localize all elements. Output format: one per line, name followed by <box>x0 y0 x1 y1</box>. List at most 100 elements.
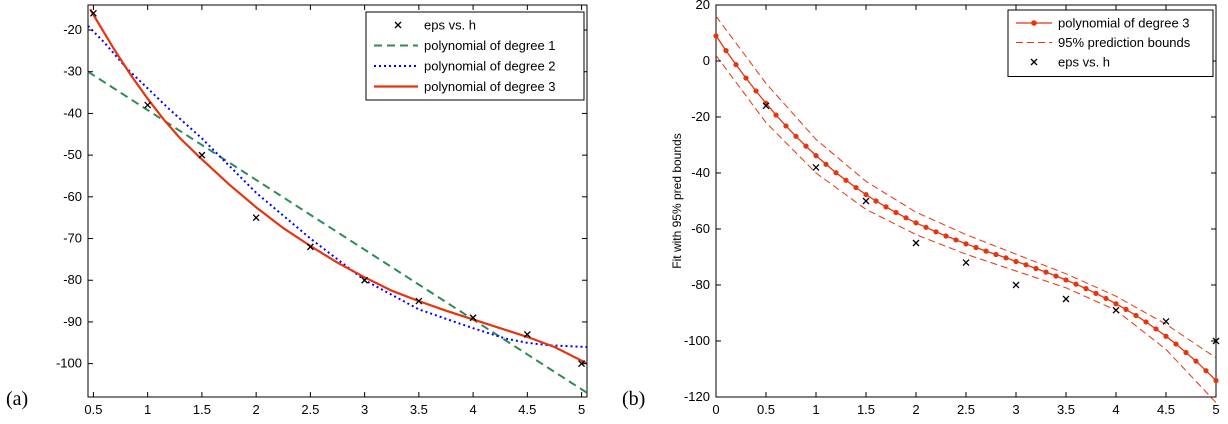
fit-point <box>1183 349 1189 356</box>
data-point <box>912 239 920 247</box>
fit-point <box>1163 333 1169 339</box>
fit-point <box>733 62 739 68</box>
fit-point <box>1063 277 1069 283</box>
a-ytick-label: -20 <box>63 22 82 37</box>
legend-label: polynomial of degree 1 <box>424 38 556 53</box>
data-point <box>469 314 477 322</box>
data-point <box>1112 306 1120 314</box>
data-point <box>1012 281 1020 289</box>
fit-point <box>953 237 959 243</box>
data-point <box>578 360 586 368</box>
a-xtick-label: 2 <box>253 402 260 417</box>
b-xtick-label: 4.5 <box>1157 402 1175 417</box>
data-point <box>812 163 820 171</box>
legend-label: polynomial of degree 2 <box>424 59 556 74</box>
a-ytick-label: -40 <box>63 105 82 120</box>
fit-point <box>963 241 969 247</box>
b-ytick-label: -20 <box>691 109 710 124</box>
fit-point <box>1173 341 1179 347</box>
data-point <box>962 259 970 267</box>
fit-point <box>973 244 979 251</box>
b-ytick-label: -60 <box>691 221 710 236</box>
a-xtick-label: 4 <box>469 402 476 417</box>
fit-point <box>993 251 999 258</box>
data-point <box>862 197 870 205</box>
points-group-b <box>762 102 1220 345</box>
a-ytick-label: -60 <box>63 189 82 204</box>
fit-point <box>1213 377 1219 384</box>
legend-label: polynomial of degree 3 <box>1058 16 1190 31</box>
legend-marker-eps <box>1030 58 1038 66</box>
fit-point <box>883 204 889 210</box>
data-point <box>306 243 314 251</box>
a-xtick-label: 5 <box>578 402 585 417</box>
fit-point <box>713 33 719 39</box>
fit-point <box>1143 319 1149 325</box>
fit-point <box>803 143 809 149</box>
fit-point <box>903 215 909 221</box>
fit-point <box>1073 281 1079 287</box>
fit-point <box>1103 295 1109 302</box>
fit-point <box>753 88 759 94</box>
prediction-bound-upper <box>715 15 1217 359</box>
data-point <box>89 9 97 17</box>
series-group-b <box>713 15 1219 403</box>
a-ytick-label: -90 <box>63 314 82 329</box>
legend-marker-fit <box>1031 20 1037 26</box>
legend-label: polynomial of degree 3 <box>424 79 556 94</box>
a-ytick-label: -80 <box>63 272 82 287</box>
b-xtick-label: 1 <box>812 402 819 417</box>
y-axis-label-b: Fit with 95% pred bounds <box>670 133 684 268</box>
series-line-2 <box>87 25 588 348</box>
fit-point <box>813 153 819 159</box>
b-xtick-label: 5 <box>1212 402 1219 417</box>
fit-point <box>1093 290 1099 296</box>
legend-box-a <box>365 11 585 101</box>
fit-point <box>1053 273 1059 279</box>
fit-point <box>743 75 749 81</box>
fit-point <box>873 198 879 204</box>
a-xtick-label: 4.5 <box>518 402 536 417</box>
fit-point <box>1153 326 1159 332</box>
a-xtick-label: 3 <box>361 402 368 417</box>
panel-label-b: (b) <box>622 388 645 410</box>
data-point <box>1162 317 1170 325</box>
legend-label: eps vs. h <box>424 18 476 33</box>
fit-point <box>1033 265 1039 272</box>
b-xtick-label: 2 <box>912 402 919 417</box>
ticks-group-b: 0 0.5 1 1.5 2 2.5 3 3.5 4 4.5 5 20 0 -20 -40 -60 -80 -100… <box>684 0 1220 417</box>
fit-point <box>843 177 849 183</box>
b-ytick-label: -120 <box>684 389 710 404</box>
fit-point <box>773 112 779 118</box>
a-xtick-label: 1 <box>144 402 151 417</box>
fit-point <box>893 209 899 216</box>
panel-b: (b) Fit with 95% pred bounds 0 0.5 1 1.5 2 2.… <box>622 0 1220 417</box>
fit-point <box>943 233 949 239</box>
fit-point <box>1013 258 1019 265</box>
data-point <box>198 151 206 159</box>
prediction-bound-lower <box>715 55 1217 403</box>
fit-point <box>1003 255 1009 261</box>
b-ytick-label: -80 <box>691 277 710 292</box>
a-ytick-label: -30 <box>63 64 82 79</box>
fit-point <box>983 248 989 254</box>
data-point <box>1062 295 1070 303</box>
a-xtick-label: 0.5 <box>84 402 102 417</box>
fit-point <box>783 123 789 129</box>
ticks-group-a: 0.5 1 1.5 2 2.5 3 3.5 4 4.5 5 -20 -30 -40 -50 -60 -70 -8… <box>56 5 587 417</box>
b-xtick-label: 4 <box>1112 402 1119 417</box>
fit-point <box>1043 269 1049 275</box>
fit-point <box>1083 286 1089 292</box>
b-xtick-label: 3.5 <box>1057 402 1075 417</box>
b-xtick-label: 3 <box>1012 402 1019 417</box>
fit-point <box>863 191 869 198</box>
fit-point <box>823 161 829 167</box>
b-xtick-label: 0 <box>712 402 719 417</box>
data-point <box>523 330 531 338</box>
points-group-a <box>89 9 586 368</box>
fit-point <box>1123 306 1129 312</box>
fit-point <box>1133 312 1139 319</box>
b-xtick-label: 0.5 <box>757 402 775 417</box>
data-point <box>252 214 260 222</box>
panel-a: (a) 0.5 1 1.5 2 2.5 3 3.5 4 4.5 5 -20 -30 -40 -50 -60 -… <box>6 4 588 417</box>
